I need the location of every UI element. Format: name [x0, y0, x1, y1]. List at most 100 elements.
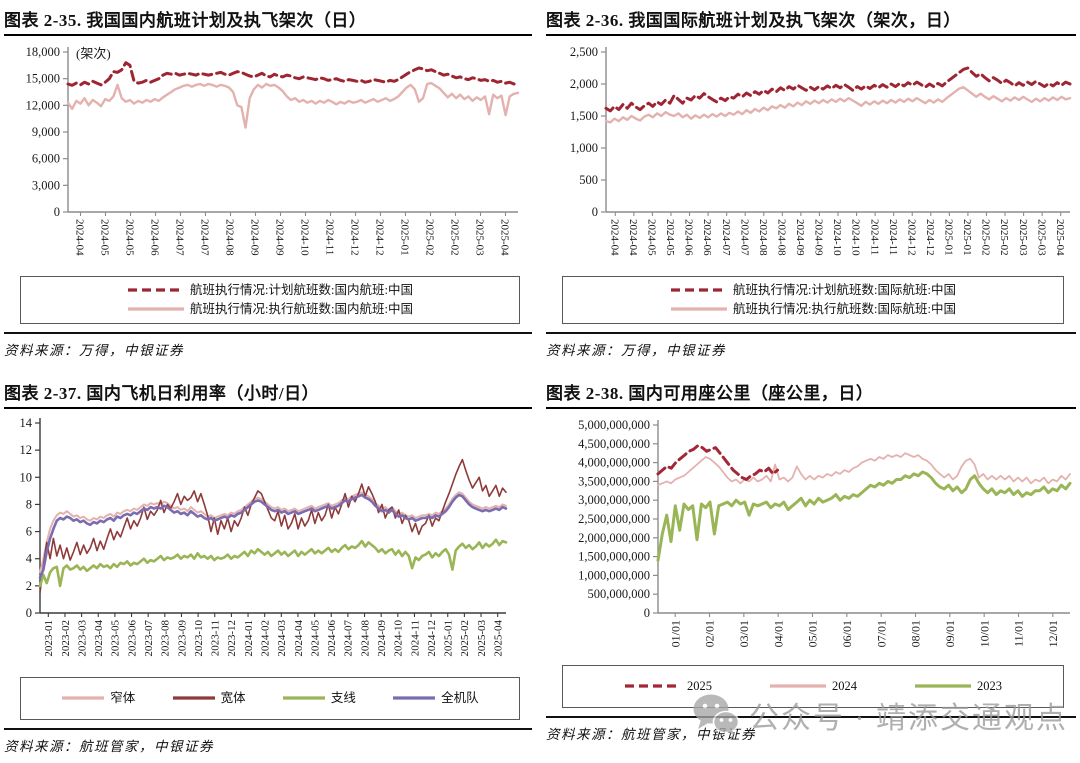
y-tick-label: 1,000: [570, 141, 598, 155]
x-tick-label: 2024-11: [409, 620, 421, 656]
x-tick-label: 2025-04: [499, 219, 511, 256]
x-tick-label: 2024-10: [393, 620, 405, 657]
x-tick-label: 2024-09: [249, 219, 261, 256]
panel-title: 图表 2-37. 国内飞机日利用率（小时/日）: [4, 379, 532, 409]
x-tick-label: 2024-09: [376, 620, 388, 657]
legend-line-sample: [915, 684, 971, 688]
x-tick-label: 05/01: [806, 620, 820, 647]
x-tick-label: 02/01: [703, 620, 717, 647]
panel-title: 图表 2-38. 国内可用座公里（座公里，日）: [546, 379, 1076, 409]
legend-item: 航班执行情况:执行航班数:国际航班:中国: [670, 300, 956, 319]
y-tick-label: 2,500: [570, 45, 598, 59]
international-flights-line-chart: 0 500 1,000 1,500 2,000 2,500 2024-04 2024-04 20…: [570, 45, 1072, 256]
x-tick-label: 2023-12: [226, 620, 238, 657]
legend-items: 窄体 宽体 支线 全机队: [21, 678, 519, 719]
y-tick-label: 1,500,000,000: [578, 550, 650, 564]
chart-panel-domestic-flights: 图表 2-35. 我国国内航班计划及执飞架次（日） 0 3,000 6,000 9,0…: [4, 6, 532, 359]
x-tick-label: 2025-01: [399, 219, 411, 256]
legend-label: 航班执行情况:计划航班数:国际航班:中国: [733, 283, 956, 297]
legend-label: 支线: [330, 691, 356, 705]
x-tick-label: 2025-04: [493, 620, 505, 657]
y-tick-label: 0: [644, 606, 650, 620]
y-tick-label: 15,000: [26, 72, 60, 86]
legend-box: 窄体 宽体 支线 全机队: [20, 677, 520, 720]
y-tick-label: 2,000: [570, 77, 598, 91]
legend-line-sample: [172, 696, 215, 700]
x-tick-label: 2024-06: [683, 219, 695, 256]
chart-panel-international-flights: 图表 2-36. 我国国际航班计划及执飞架次（架次，日） 0 500 1,000 1,…: [546, 6, 1076, 359]
x-tick-label: 2024-11: [324, 219, 336, 255]
legend-line-sample: [671, 288, 728, 292]
x-tick-label: 2024-12: [905, 219, 917, 256]
series-line-宽体: [39, 458, 507, 594]
x-tick-label: 2025-02: [459, 620, 471, 657]
x-tick-label: 01/01: [668, 620, 682, 647]
x-tick-label: 2024-01: [243, 620, 255, 657]
legend-item: 航班执行情况:执行航班数:国内航班:中国: [127, 300, 413, 319]
panel-title: 图表 2-36. 我国国际航班计划及执飞架次（架次，日）: [546, 6, 1076, 36]
x-tick-label: 2024-10: [850, 219, 862, 256]
series-line-航班执行情况:计划航班数:国际航班:中国: [604, 66, 1072, 113]
x-tick-label: 06/01: [840, 620, 854, 647]
x-tick-label: 2025-01: [443, 620, 455, 657]
y-tick-label: 14: [20, 416, 33, 430]
x-tick-label: 2023-11: [210, 620, 222, 656]
y-tick-label: 0: [54, 205, 60, 219]
source-note: 资料来源：航班管家，中银证券: [4, 727, 532, 755]
y-axis-unit-label: (架次): [76, 46, 111, 61]
legend-line-sample: [128, 307, 185, 311]
y-tick-label: 2,500,000,000: [578, 512, 650, 526]
x-tick-label: 2024-11: [887, 219, 899, 255]
x-tick-label: 2024-04: [293, 620, 305, 657]
x-tick-label: 2023-09: [176, 620, 188, 657]
source-note: 资料来源：航班管家，中银证券: [546, 715, 1076, 743]
x-tick-label: 2024-08: [757, 219, 769, 256]
x-tick-label: 2025-04: [1054, 219, 1066, 256]
legend-label: 全机队: [441, 691, 479, 705]
x-tick-label: 2024-06: [326, 620, 338, 657]
x-tick-label: 2024-05: [124, 219, 136, 256]
x-tick-label: 2023-03: [76, 620, 88, 657]
x-tick-label: 2025-03: [474, 219, 486, 256]
series-line-支线: [38, 538, 508, 588]
x-tick-label: 2024-05: [646, 219, 658, 256]
x-tick-label: 11/01: [1012, 620, 1026, 647]
x-tick-label: 2024-12: [426, 620, 438, 657]
y-tick-label: 1,000,000,000: [578, 568, 650, 582]
x-tick-label: 2025-02: [424, 219, 436, 256]
x-tick-label: 03/01: [737, 620, 751, 647]
series-line-航班执行情况:计划航班数:国内航班:中国: [66, 61, 520, 87]
legend-label: 航班执行情况:执行航班数:国内航班:中国: [190, 301, 413, 316]
y-tick-label: 5,000,000,000: [578, 418, 650, 432]
legend-line-sample: [625, 684, 681, 688]
legend-label: 宽体: [220, 691, 246, 705]
x-tick-label: 2024-05: [664, 219, 676, 256]
legend-label: 2025: [687, 679, 712, 693]
legend-item: 窄体: [61, 689, 135, 708]
x-tick-label: 2023-08: [160, 620, 172, 657]
x-tick-label: 2024-08: [775, 219, 787, 256]
legend-item: 2025: [624, 677, 712, 696]
x-tick-label: 2024-08: [224, 219, 236, 256]
chart-panel-available-seat-km: 图表 2-38. 国内可用座公里（座公里，日） 0 500,000,000 1,00…: [546, 379, 1076, 743]
legend-label: 2023: [977, 679, 1002, 693]
x-tick-label: 2025-02: [980, 219, 992, 256]
x-tick-label: 2024-02: [260, 620, 272, 657]
series-line-2025: [656, 444, 779, 481]
x-tick-label: 2024-11: [868, 219, 880, 255]
x-tick-label: 2024-12: [374, 219, 386, 256]
x-tick-label: 2025-02: [449, 219, 461, 256]
x-tick-label: 2024-09: [274, 219, 286, 256]
legend-item: 全机队: [392, 689, 479, 708]
panel-title: 图表 2-35. 我国国内航班计划及执飞架次（日）: [4, 6, 532, 36]
x-tick-label: 2024-04: [608, 219, 620, 256]
legend-item: 宽体: [172, 689, 246, 708]
legend-label: 航班执行情况:计划航班数:国内航班:中国: [190, 283, 413, 297]
legend-items: 2025 2024 2023: [563, 666, 1063, 707]
x-tick-label: 2024-07: [720, 219, 732, 256]
legend-line-sample: [62, 696, 105, 700]
y-tick-label: 4,500,000,000: [578, 437, 650, 451]
y-tick-label: 3,000,000,000: [578, 493, 650, 507]
x-tick-label: 2024-04: [74, 219, 86, 256]
